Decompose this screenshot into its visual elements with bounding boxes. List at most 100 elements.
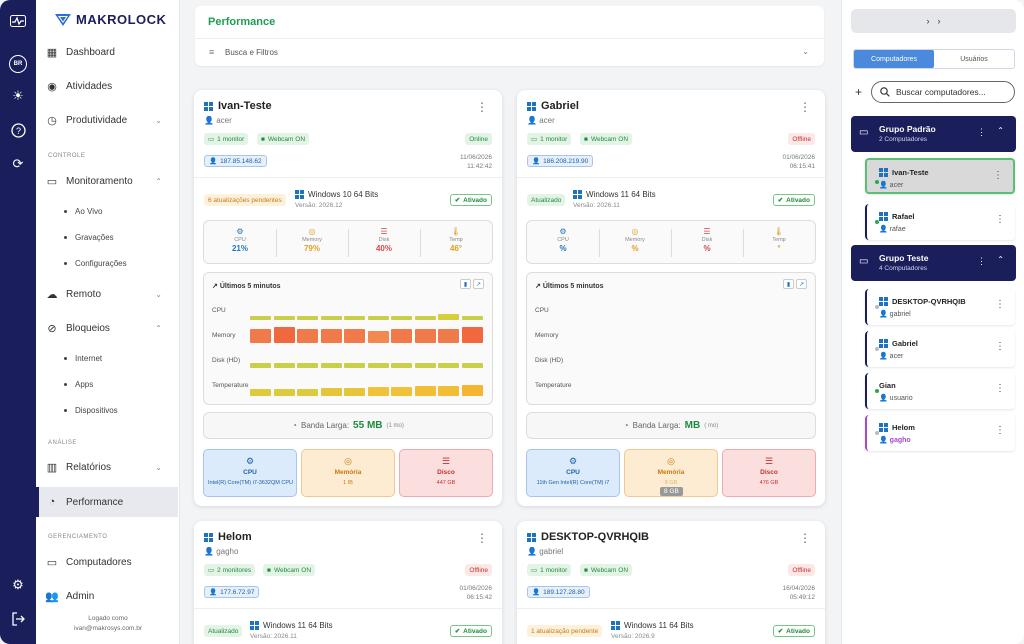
nav-gravacoes[interactable]: Gravações (64, 233, 114, 242)
more-icon[interactable]: ⋮ (476, 100, 488, 114)
refresh-icon[interactable]: ⟳ (12, 156, 24, 171)
nav-monitoramento[interactable]: ▭ Monitoramento ⌃ (46, 169, 176, 193)
windows-icon (204, 101, 213, 111)
nav-atividades[interactable]: ◉ Atividades (46, 74, 176, 98)
metric-value: ° (777, 244, 781, 253)
nav-remoto[interactable]: ☁ Remoto ⌄ (46, 282, 176, 306)
last-seen-time: 06:15:41 (789, 163, 815, 170)
computer-item[interactable]: Gabriel 👤 acer ⋮ (865, 331, 1015, 367)
history-bar (438, 386, 459, 396)
computer-item[interactable]: Helom 👤 gagho ⋮ (865, 415, 1015, 451)
computer-item[interactable]: DESKTOP-QVRHQIB 👤 gabriel ⋮ (865, 289, 1015, 325)
panel-collapse-button[interactable]: › › (851, 9, 1016, 33)
dashboard-icon: ▦ (46, 46, 58, 59)
add-icon[interactable]: + (855, 85, 863, 99)
last-seen-time: 06:15:42 (466, 594, 492, 601)
more-icon[interactable]: ⋮ (995, 341, 1005, 352)
svg-text:?: ? (15, 126, 20, 136)
nav-internet[interactable]: Internet (64, 354, 102, 363)
computer-item[interactable]: Gian 👤 usuario ⋮ (865, 373, 1015, 409)
group-header[interactable]: ▭ Grupo Teste 4 Computadores ⋮ ⌃ (851, 245, 1016, 281)
nav-bloqueios[interactable]: ⊘ Bloqueios ⌃ (46, 316, 176, 340)
more-icon[interactable]: ⋮ (476, 531, 488, 545)
nav-apps[interactable]: Apps (64, 380, 93, 389)
nav-admin[interactable]: 👥 Admin (45, 584, 176, 608)
activated-label: Ativado (463, 627, 487, 635)
nav-ao-vivo[interactable]: Ao Vivo (64, 207, 102, 216)
hw-cpu: ⚙ CPU Intel(R) Core(TM) i7-3632QM CPU (203, 449, 297, 497)
webcam-status: Webcam ON (273, 566, 312, 574)
computer-item[interactable]: Ivan-Teste 👤 acer ⋮ (865, 158, 1015, 194)
memory-icon: ◎ (667, 456, 675, 466)
settings-gear-icon[interactable]: ⚙ (12, 577, 24, 592)
hw-disk: ☰ Disco 476 GB (722, 449, 816, 497)
row-label: Temperature (212, 382, 249, 389)
computer-group-icon: ▭ (859, 256, 869, 267)
windows-icon (879, 423, 888, 432)
group-header[interactable]: ▭ Grupo Padrão 2 Computadores ⋮ ⌃ (851, 116, 1016, 152)
more-icon[interactable]: ⋮ (799, 531, 811, 545)
more-icon[interactable]: ⋮ (995, 214, 1005, 225)
more-icon[interactable]: ⋮ (995, 299, 1005, 310)
logout-icon[interactable] (8, 609, 28, 629)
bar-chart-icon[interactable]: ▮ (460, 279, 471, 289)
activity-icon[interactable] (8, 11, 28, 31)
section-analise: ANÁLISE (48, 440, 77, 446)
more-icon[interactable]: ⋮ (799, 100, 811, 114)
nav-configuracoes[interactable]: Configurações (64, 259, 127, 268)
history-bar (297, 329, 318, 343)
help-icon[interactable]: ? (8, 120, 28, 140)
metric-label: Memory (625, 237, 645, 243)
logo[interactable]: MAKROLOCK (54, 12, 166, 27)
line-chart-icon[interactable]: ↗ (796, 279, 807, 289)
chevron-up-icon[interactable]: ⌃ (997, 255, 1004, 264)
hw-label: Memória (657, 469, 685, 476)
language-badge[interactable]: BR (9, 55, 27, 73)
divider (517, 608, 825, 609)
metric-label: Temp (772, 237, 786, 243)
filter-toggle[interactable]: ≡ Busca e Filtros ⌄ (195, 38, 824, 66)
webcam-badge: ■ Webcam ON (263, 564, 316, 576)
bar-chart-icon[interactable]: ▮ (783, 279, 794, 289)
line-chart-icon[interactable]: ↗ (473, 279, 484, 289)
nav-computadores[interactable]: ▭ Computadores (46, 550, 176, 574)
nav-performance[interactable]: ◔ Performance (46, 490, 176, 514)
speed-icon: ◔ (292, 421, 297, 430)
nav-dashboard[interactable]: ▦ Dashboard (46, 40, 176, 64)
more-icon[interactable]: ⋮ (995, 383, 1005, 394)
nav-label: Relatórios (66, 461, 112, 473)
bandwidth-row: ◔ Banda Larga: MB ( mo) (526, 412, 816, 439)
more-icon[interactable]: ⋮ (977, 127, 986, 137)
computer-item-name: DESKTOP-QVRHQIB (879, 297, 966, 306)
tab-computadores[interactable]: Computadores (854, 50, 934, 68)
card-user: 👤 gagho (204, 547, 239, 556)
monitor-badge: ▭ 1 monitor (527, 564, 572, 576)
windows-icon (879, 168, 888, 177)
search-placeholder: Buscar computadores... (896, 87, 986, 97)
search-input[interactable]: Buscar computadores... (871, 81, 1015, 103)
more-icon[interactable]: ⋮ (995, 425, 1005, 436)
computer-card: Helom 👤 gagho ⋮ ▭ 2 monitores ■ Webcam O… (194, 521, 502, 644)
nav-produtividade[interactable]: ◷ Produtividade ⌄ (46, 108, 176, 132)
hw-disk: ☰ Disco 447 GB (399, 449, 493, 497)
disk-icon: ☰ (764, 456, 774, 466)
nav-relatorios[interactable]: ▥ Relatórios ⌄ (46, 455, 176, 479)
more-icon[interactable]: ⋮ (977, 256, 986, 266)
nav-label: Monitoramento (66, 175, 133, 187)
history-bar (273, 327, 295, 343)
tab-usuarios[interactable]: Usuários (960, 55, 988, 63)
hw-cpu: ⚙ CPU 11th Gen Intel(R) Core(TM) i7 (526, 449, 620, 497)
history-bar (414, 363, 436, 368)
windows-icon (879, 297, 888, 306)
nav-dispositivos[interactable]: Dispositivos (64, 406, 118, 415)
theme-sun-icon[interactable]: ☀ (12, 88, 24, 103)
more-icon[interactable]: ⋮ (993, 170, 1003, 181)
clock-icon: ◷ (47, 114, 57, 127)
computer-item-name: Gabriel (879, 339, 918, 348)
chevron-up-icon[interactable]: ⌃ (997, 126, 1004, 135)
metric-value: 21% (231, 244, 248, 253)
computer-item[interactable]: Rafael 👤 rafae ⋮ (865, 204, 1015, 240)
history-bar (344, 363, 365, 368)
thermometer-icon: 🌡 (773, 227, 785, 236)
history-bar (391, 363, 412, 368)
